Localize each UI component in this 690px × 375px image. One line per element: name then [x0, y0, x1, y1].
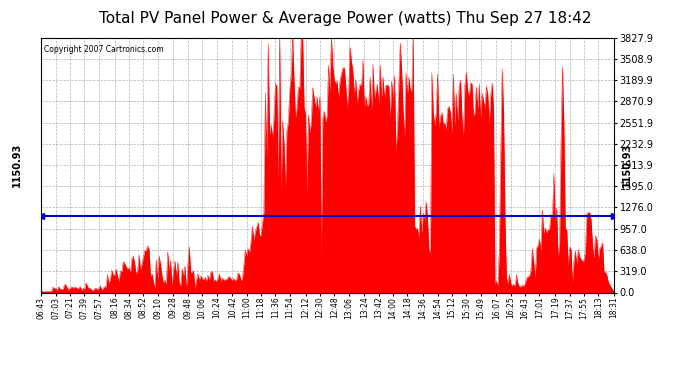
Text: Total PV Panel Power & Average Power (watts) Thu Sep 27 18:42: Total PV Panel Power & Average Power (wa…	[99, 11, 591, 26]
Text: Copyright 2007 Cartronics.com: Copyright 2007 Cartronics.com	[44, 45, 164, 54]
Text: 1150.93: 1150.93	[622, 143, 631, 187]
Text: 1150.93: 1150.93	[12, 143, 22, 187]
